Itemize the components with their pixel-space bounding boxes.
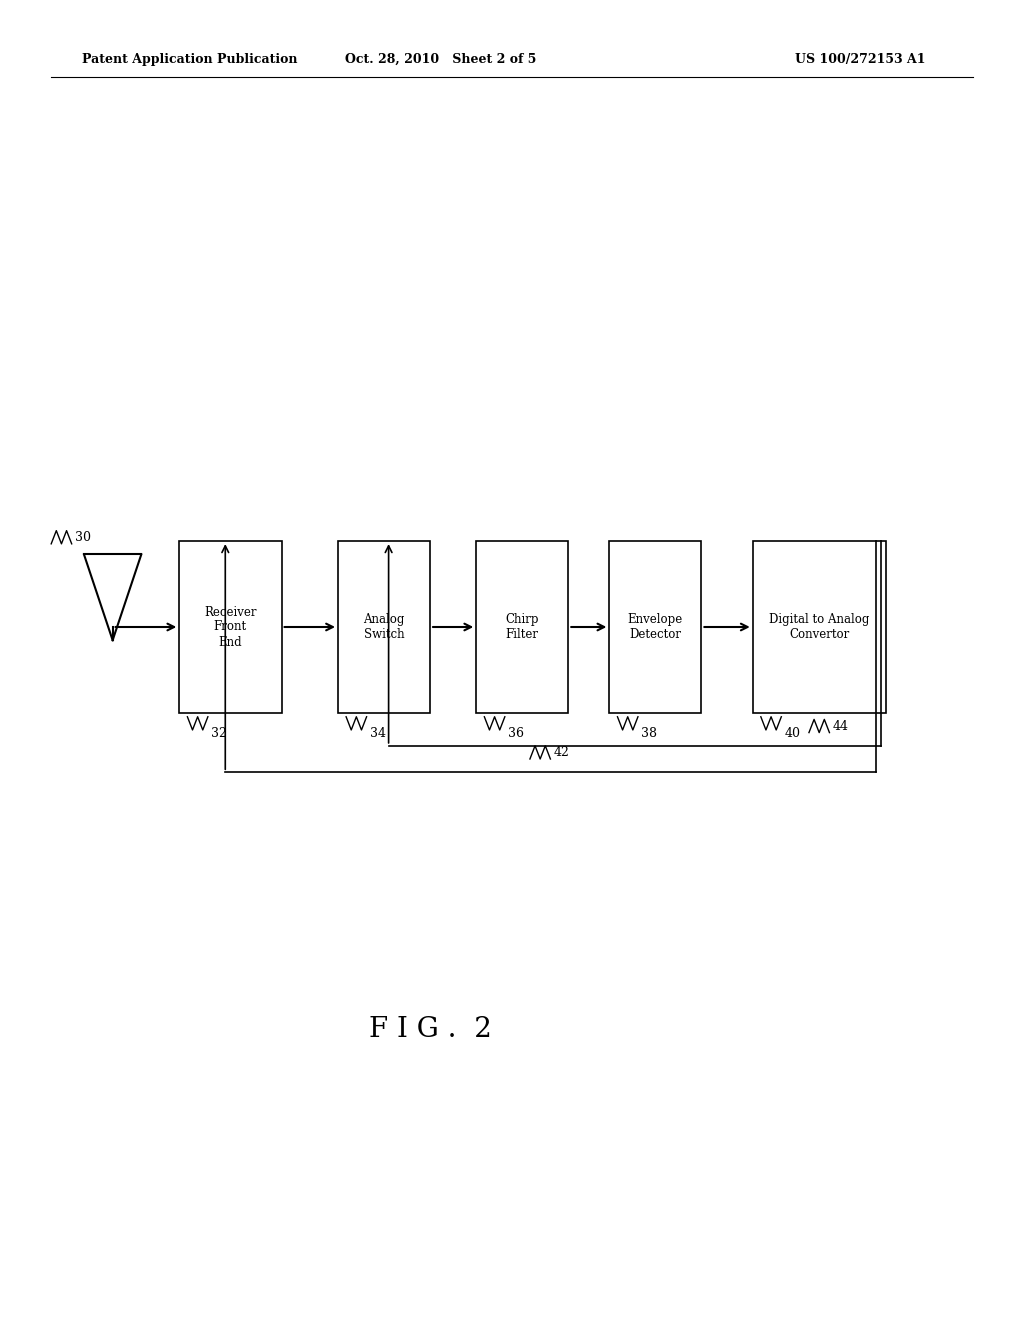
Text: 38: 38: [641, 727, 657, 741]
FancyBboxPatch shape: [179, 541, 282, 713]
Text: Digital to Analog
Convertor: Digital to Analog Convertor: [769, 612, 869, 642]
FancyBboxPatch shape: [753, 541, 886, 713]
Text: 36: 36: [508, 727, 524, 741]
Text: F I G .  2: F I G . 2: [369, 1016, 492, 1043]
Text: Patent Application Publication: Patent Application Publication: [82, 53, 297, 66]
Text: Oct. 28, 2010   Sheet 2 of 5: Oct. 28, 2010 Sheet 2 of 5: [345, 53, 536, 66]
Text: 40: 40: [784, 727, 801, 741]
FancyBboxPatch shape: [338, 541, 430, 713]
Text: 42: 42: [553, 746, 569, 759]
Text: 44: 44: [833, 719, 849, 733]
Text: Envelope
Detector: Envelope Detector: [628, 612, 683, 642]
Text: 32: 32: [211, 727, 227, 741]
FancyBboxPatch shape: [609, 541, 701, 713]
FancyBboxPatch shape: [476, 541, 568, 713]
Text: US 100/272153 A1: US 100/272153 A1: [795, 53, 926, 66]
Text: 30: 30: [75, 531, 91, 544]
Text: 34: 34: [370, 727, 386, 741]
Text: Receiver
Front
End: Receiver Front End: [204, 606, 257, 648]
Text: Chirp
Filter: Chirp Filter: [506, 612, 539, 642]
Text: Analog
Switch: Analog Switch: [364, 612, 404, 642]
